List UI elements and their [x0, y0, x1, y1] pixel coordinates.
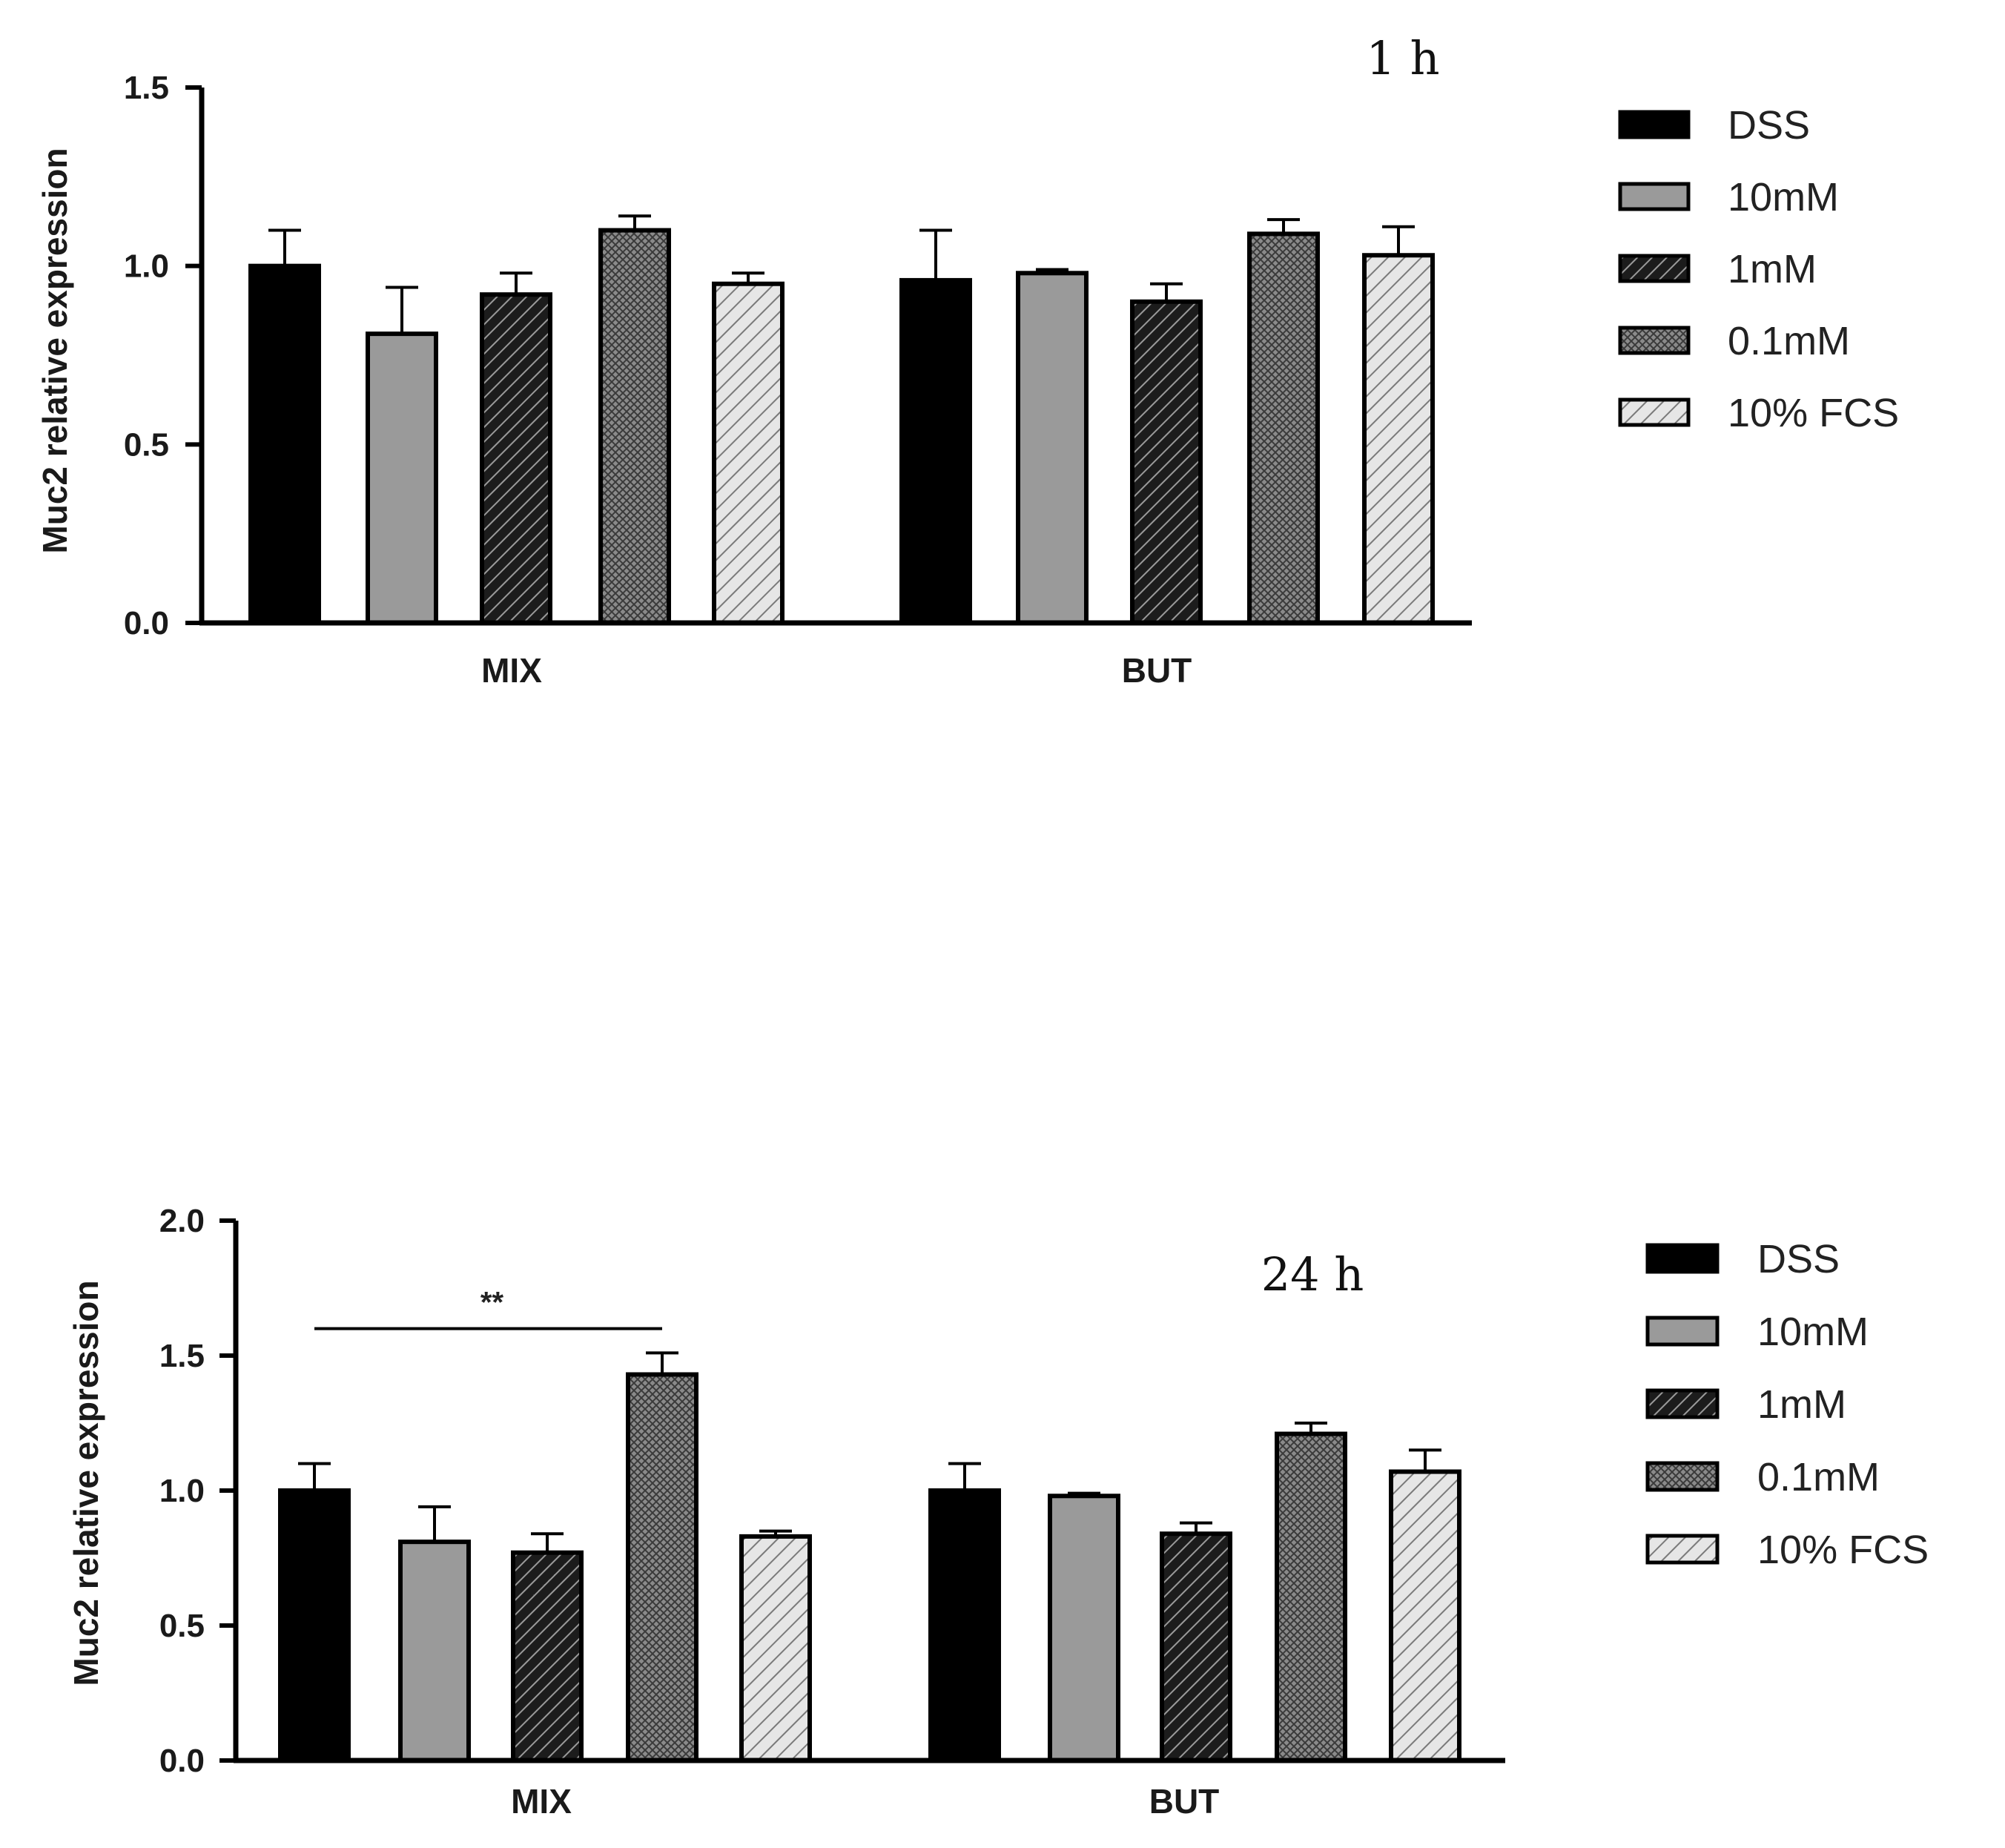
y-axis-label: Muc2 relative expression — [67, 1280, 105, 1686]
legend-swatch — [1618, 110, 1691, 139]
chart-title: 1 h — [1366, 31, 1439, 85]
bar-but-1mm — [1160, 1531, 1232, 1763]
legend-label: 1mM — [1757, 1382, 1846, 1427]
chart-24h: 0.0 0.5 1.0 1.5 2.0 ** 24 h Muc2 relative ex… — [67, 1203, 1929, 1821]
legend-label: 10mM — [1728, 175, 1839, 220]
y-tick-label: 1.0 — [159, 1473, 205, 1509]
y-tick-label: 2.0 — [159, 1203, 205, 1239]
bar-but-dss — [928, 1488, 1001, 1763]
legend-label: DSS — [1757, 1237, 1840, 1281]
legend-swatch — [1618, 397, 1691, 427]
y-tick-label: 0.0 — [124, 605, 169, 641]
bar-mix-10mm — [366, 331, 438, 625]
bar-mix-10fcs — [712, 281, 785, 625]
bar-but-dss — [899, 277, 972, 625]
y-axis-ticks: 0.0 0.5 1.0 1.5 2.0 — [159, 1203, 236, 1779]
y-tick-label: 0.5 — [124, 426, 169, 463]
legend-swatch — [1645, 1243, 1720, 1274]
annotations: ** — [314, 1287, 662, 1330]
significance-label: ** — [480, 1287, 504, 1319]
bars — [248, 228, 1435, 625]
chart-1h: 0.0 0.5 1.0 1.5 1 h Muc2 relative expressio… — [36, 31, 1899, 690]
axes — [233, 1221, 1505, 1763]
legend-swatch — [1618, 254, 1691, 283]
legend-swatch — [1645, 1461, 1720, 1492]
legend-swatch — [1645, 1388, 1720, 1419]
axes — [199, 88, 1472, 626]
error-bars — [268, 214, 1415, 334]
bar-mix-1mm — [511, 1550, 584, 1763]
category-label-mix: MIX — [511, 1782, 572, 1821]
legend-label: 10% FCS — [1757, 1528, 1929, 1572]
bar-mix-1mm — [480, 292, 552, 625]
category-label-mix: MIX — [481, 651, 542, 690]
bar-mix-10fcs — [739, 1534, 812, 1763]
legend-label: 1mM — [1728, 247, 1817, 291]
y-tick-label: 0.0 — [159, 1743, 205, 1779]
legend-label: 10mM — [1757, 1310, 1869, 1354]
bars — [278, 1372, 1461, 1763]
legend: DSS 10mM 1mM 0.1mM 10% FCS — [1618, 103, 1899, 435]
chart-title: 24 h — [1261, 1247, 1364, 1301]
bar-mix-10mm — [398, 1540, 471, 1763]
legend-swatch — [1618, 182, 1691, 211]
category-label-but: BUT — [1122, 651, 1192, 690]
bar-mix-dss — [248, 263, 321, 625]
legend-swatch — [1618, 326, 1691, 355]
y-tick-label: 1.5 — [124, 70, 169, 106]
y-tick-label: 1.5 — [159, 1338, 205, 1374]
bar-but-10fcs — [1389, 1469, 1461, 1763]
bar-but-1mm — [1130, 299, 1203, 625]
legend-label: 0.1mM — [1728, 319, 1850, 363]
legend-label: 0.1mM — [1757, 1455, 1880, 1499]
y-tick-label: 1.0 — [124, 248, 169, 285]
bar-but-01mm — [1275, 1431, 1347, 1763]
error-bars — [298, 1351, 1441, 1553]
bar-but-10mm — [1048, 1494, 1120, 1763]
bar-but-10fcs — [1362, 253, 1435, 625]
legend: DSS 10mM 1mM 0.1mM 10% FCS — [1645, 1237, 1929, 1572]
legend-label: 10% FCS — [1728, 391, 1899, 435]
bar-mix-01mm — [598, 228, 671, 625]
bar-mix-dss — [278, 1488, 351, 1763]
category-label-but: BUT — [1149, 1782, 1220, 1821]
y-axis-label: Muc2 relative expression — [36, 148, 74, 553]
bar-but-10mm — [1016, 271, 1089, 625]
bar-mix-01mm — [626, 1372, 698, 1763]
y-axis-ticks: 0.0 0.5 1.0 1.5 — [124, 70, 202, 641]
legend-label: DSS — [1728, 103, 1810, 148]
legend-swatch — [1645, 1316, 1720, 1347]
bar-but-01mm — [1247, 231, 1320, 625]
legend-swatch — [1645, 1534, 1720, 1565]
y-tick-label: 0.5 — [159, 1608, 205, 1644]
